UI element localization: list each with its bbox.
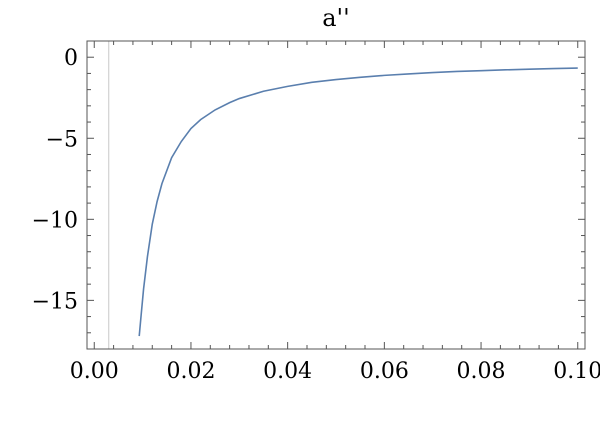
x-tick-label: 0.10 (553, 359, 600, 384)
x-tick-label: 0.08 (457, 359, 506, 384)
plot-frame (86, 40, 586, 350)
x-tick-label: 0.02 (166, 359, 215, 384)
x-tick-label: 0.00 (70, 359, 119, 384)
y-tick-label: −10 (32, 208, 78, 233)
x-axis-tick-labels: 0.00 0.02 0.04 0.06 0.08 0.10 (70, 359, 600, 384)
axis-ticks (87, 40, 585, 350)
x-tick-label: 0.06 (360, 359, 409, 384)
y-tick-label: 0 (64, 46, 78, 71)
y-tick-label: −15 (32, 289, 78, 314)
chart-title: a'' (322, 4, 350, 32)
x-tick-label: 0.04 (263, 359, 312, 384)
y-tick-label: −5 (46, 127, 78, 152)
y-axis-tick-labels: 0 −5 −10 −15 (32, 46, 78, 314)
series-line (138, 67, 578, 337)
